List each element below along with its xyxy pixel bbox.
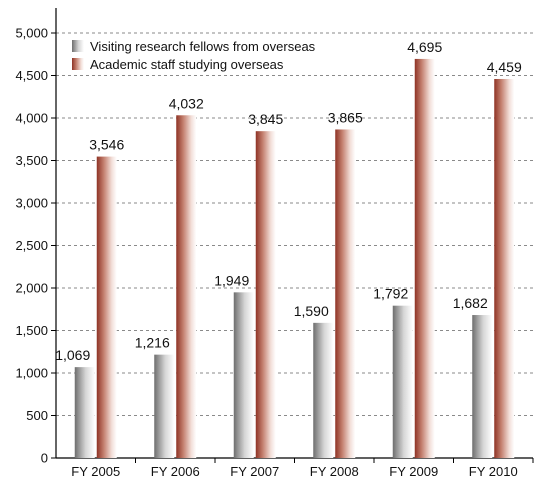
x-tick-label: FY 2005 [71, 464, 120, 479]
legend-swatch [72, 58, 84, 70]
legend-entry: Visiting research fellows from overseas [90, 39, 316, 54]
bar-visiting-fellows [392, 305, 413, 458]
bar-staff-overseas [176, 115, 197, 458]
bar-staff-overseas [255, 131, 276, 459]
bar-visiting-fellows [233, 292, 254, 458]
data-label: 4,459 [487, 59, 522, 75]
y-tick-label: 2,000 [15, 281, 48, 296]
data-label: 1,792 [373, 286, 408, 302]
bar-visiting-fellows [154, 354, 175, 458]
data-label: 1,069 [55, 347, 90, 363]
axes: 0 500 1,000 1,500 2,000 2,500 3,000 3,500 4,000 4… [15, 8, 534, 479]
bar-staff-overseas [494, 78, 515, 459]
data-label: 3,845 [248, 111, 283, 127]
y-tick-label: 4,000 [15, 111, 48, 126]
data-label: 1,949 [214, 272, 249, 288]
data-label: 3,865 [328, 109, 363, 125]
data-label: 1,590 [294, 303, 329, 319]
bar-staff-overseas [335, 129, 356, 458]
data-label: 1,682 [453, 295, 488, 311]
x-tick-label: FY 2010 [469, 464, 518, 479]
data-labels: 1,069 3,546 1,216 4,032 1,949 3,845 1,590 3,865… [55, 39, 522, 363]
y-tick-label: 5,000 [15, 26, 48, 41]
y-tick-label: 3,000 [15, 196, 48, 211]
y-tick-label: 3,500 [15, 153, 48, 168]
data-label: 4,032 [169, 95, 204, 111]
y-tick-label: 0 [41, 451, 48, 466]
y-tick-label: 2,500 [15, 238, 48, 253]
legend-swatch [72, 40, 84, 52]
bar-visiting-fellows [472, 315, 493, 458]
x-tick-label: FY 2009 [389, 464, 438, 479]
y-tick-label: 1,500 [15, 323, 48, 338]
bar-visiting-fellows [313, 322, 334, 458]
data-label: 1,216 [135, 335, 170, 351]
x-tick-label: FY 2007 [230, 464, 279, 479]
bars [74, 58, 515, 459]
legend: Visiting research fellows from overseas A… [72, 39, 316, 72]
legend-entry: Academic staff studying overseas [90, 57, 284, 72]
data-label: 4,695 [407, 39, 442, 55]
bar-staff-overseas [96, 156, 117, 458]
y-tick-label: 4,500 [15, 68, 48, 83]
x-tick-label: FY 2008 [310, 464, 359, 479]
bar-visiting-fellows [74, 367, 95, 458]
x-tick-label: FY 2006 [151, 464, 200, 479]
y-tick-label: 500 [26, 408, 48, 423]
data-label: 3,546 [89, 137, 124, 153]
y-tick-label: 1,000 [15, 366, 48, 381]
bar-staff-overseas [414, 58, 435, 459]
gridlines [56, 32, 533, 416]
